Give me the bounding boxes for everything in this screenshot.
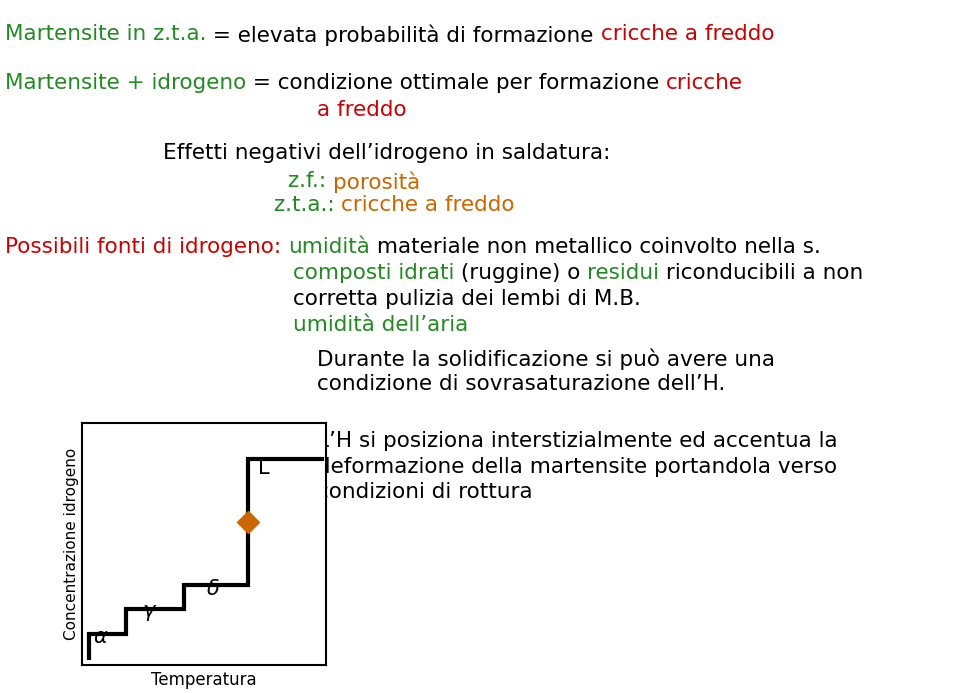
Y-axis label: Concentrazione idrogeno: Concentrazione idrogeno <box>63 448 79 640</box>
Text: corretta pulizia dei lembi di M.B.: corretta pulizia dei lembi di M.B. <box>293 289 640 309</box>
Text: Martensite in z.t.a.: Martensite in z.t.a. <box>5 24 206 44</box>
Text: Durante la solidificazione si può avere una: Durante la solidificazione si può avere … <box>317 349 775 370</box>
Text: composti idrati: composti idrati <box>293 263 454 283</box>
Text: cricche: cricche <box>666 73 743 93</box>
Text: condizione di sovrasaturazione dell’H.: condizione di sovrasaturazione dell’H. <box>317 374 725 394</box>
Text: deformazione della martensite portandola verso: deformazione della martensite portandola… <box>317 457 837 477</box>
Text: umidità: umidità <box>288 237 370 257</box>
Text: z.t.a.:: z.t.a.: <box>274 195 341 216</box>
Text: condizioni di rottura: condizioni di rottura <box>317 482 533 502</box>
Text: L’H si posiziona interstizialmente ed accentua la: L’H si posiziona interstizialmente ed ac… <box>317 431 837 451</box>
Text: Possibili fonti di idrogeno:: Possibili fonti di idrogeno: <box>5 237 288 257</box>
Text: = elevata probabilità di formazione: = elevata probabilità di formazione <box>206 24 601 46</box>
Text: Martensite + idrogeno: Martensite + idrogeno <box>5 73 246 93</box>
Text: α: α <box>94 627 108 647</box>
Text: (ruggine) o: (ruggine) o <box>454 263 588 283</box>
Text: riconducibili a non: riconducibili a non <box>660 263 864 283</box>
Text: residui: residui <box>588 263 660 283</box>
Text: porosità: porosità <box>333 171 420 193</box>
Text: Effetti negativi dell’idrogeno in saldatura:: Effetti negativi dell’idrogeno in saldat… <box>163 143 611 164</box>
Text: z.f.:: z.f.: <box>288 171 333 191</box>
Text: L: L <box>258 457 270 477</box>
Text: cricche a freddo: cricche a freddo <box>601 24 774 44</box>
Text: cricche a freddo: cricche a freddo <box>341 195 515 216</box>
Text: = condizione ottimale per formazione: = condizione ottimale per formazione <box>246 73 666 93</box>
Text: δ: δ <box>206 579 219 599</box>
X-axis label: Temperatura: Temperatura <box>151 671 257 689</box>
Text: umidità dell’aria: umidità dell’aria <box>293 315 468 335</box>
Text: a freddo: a freddo <box>317 100 406 121</box>
Text: materiale non metallico coinvolto nella s.: materiale non metallico coinvolto nella … <box>370 237 821 257</box>
Text: γ: γ <box>143 601 156 621</box>
